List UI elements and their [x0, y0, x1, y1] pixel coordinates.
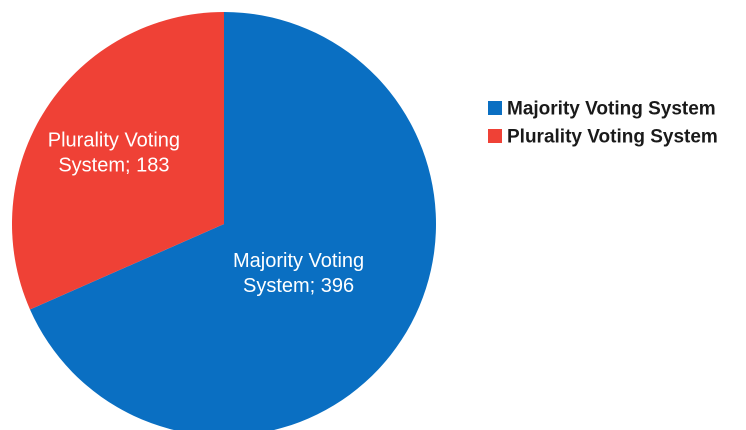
data-label-line: Majority Voting	[233, 250, 364, 272]
legend-swatch-majority	[488, 101, 502, 115]
legend-label-plurality: Plurality Voting System	[507, 127, 718, 148]
pie-slices	[11, 12, 436, 430]
pie-slice-majority	[30, 12, 436, 430]
data-label-plurality: Plurality Voting System; 183	[48, 130, 180, 177]
data-label-line: Plurality Voting	[48, 130, 180, 152]
pie-slice-plurality	[11, 12, 225, 310]
data-label-line: System; 183	[58, 155, 169, 177]
slice-labels: Majority Voting System; 396 Plurality Voti…	[48, 130, 364, 297]
data-label-line: System; 396	[243, 275, 354, 297]
chart-legend: Majority Voting System Plurality Voting S…	[488, 99, 718, 148]
data-label-majority: Majority Voting System; 396	[233, 250, 364, 297]
legend-label-majority: Majority Voting System	[507, 99, 716, 120]
legend-swatch-plurality	[488, 129, 502, 143]
